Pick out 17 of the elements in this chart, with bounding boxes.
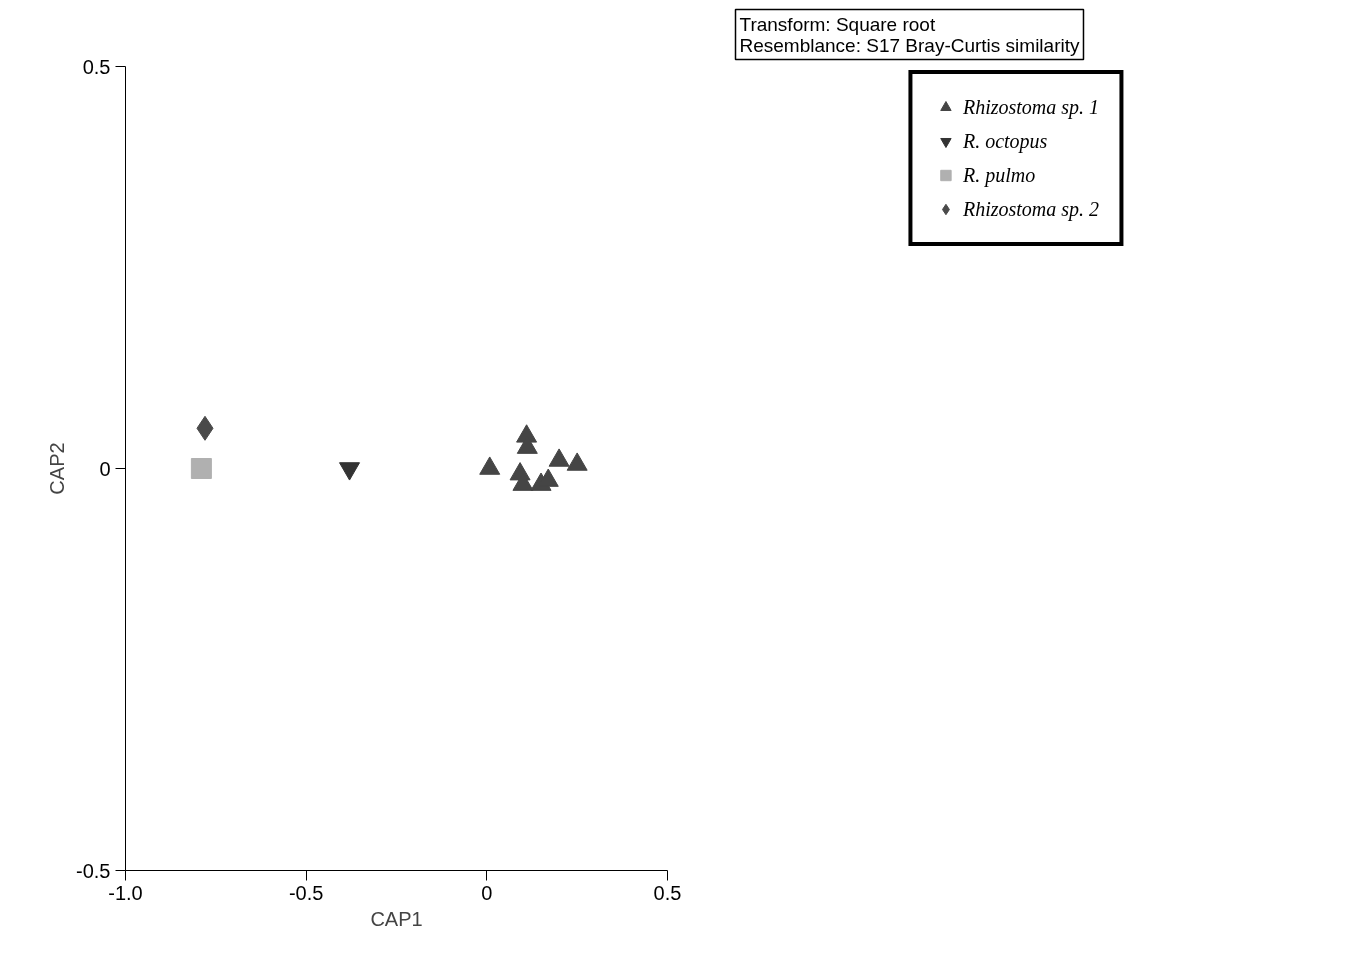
legend-label: Rhizostoma sp. 2: [962, 197, 1100, 221]
point: [548, 448, 570, 467]
x-tick-label: -0.5: [288, 881, 324, 904]
text: Transform: Square root Resemblance: S17 Bray-Curtis similarity: [739, 13, 1080, 56]
x-tick-label: 0: [481, 881, 493, 904]
y-tick-label: 0: [99, 457, 111, 480]
legend-label: Rhizostoma sp. 1: [962, 95, 1100, 119]
legend-label: R. pulmo: [962, 163, 1036, 187]
point: [566, 452, 588, 471]
y-axis-title: CAP2: [46, 442, 69, 495]
x-axis-title: CAP1: [370, 907, 423, 930]
x-tick-label: -1.0: [108, 881, 143, 904]
x-tick-label: 0.5: [653, 881, 682, 904]
point: [479, 456, 501, 475]
y-tick-label: -0.5: [76, 859, 111, 882]
y-tick-label: 0.5: [82, 55, 111, 78]
legend-label: R. octopus: [962, 129, 1048, 153]
